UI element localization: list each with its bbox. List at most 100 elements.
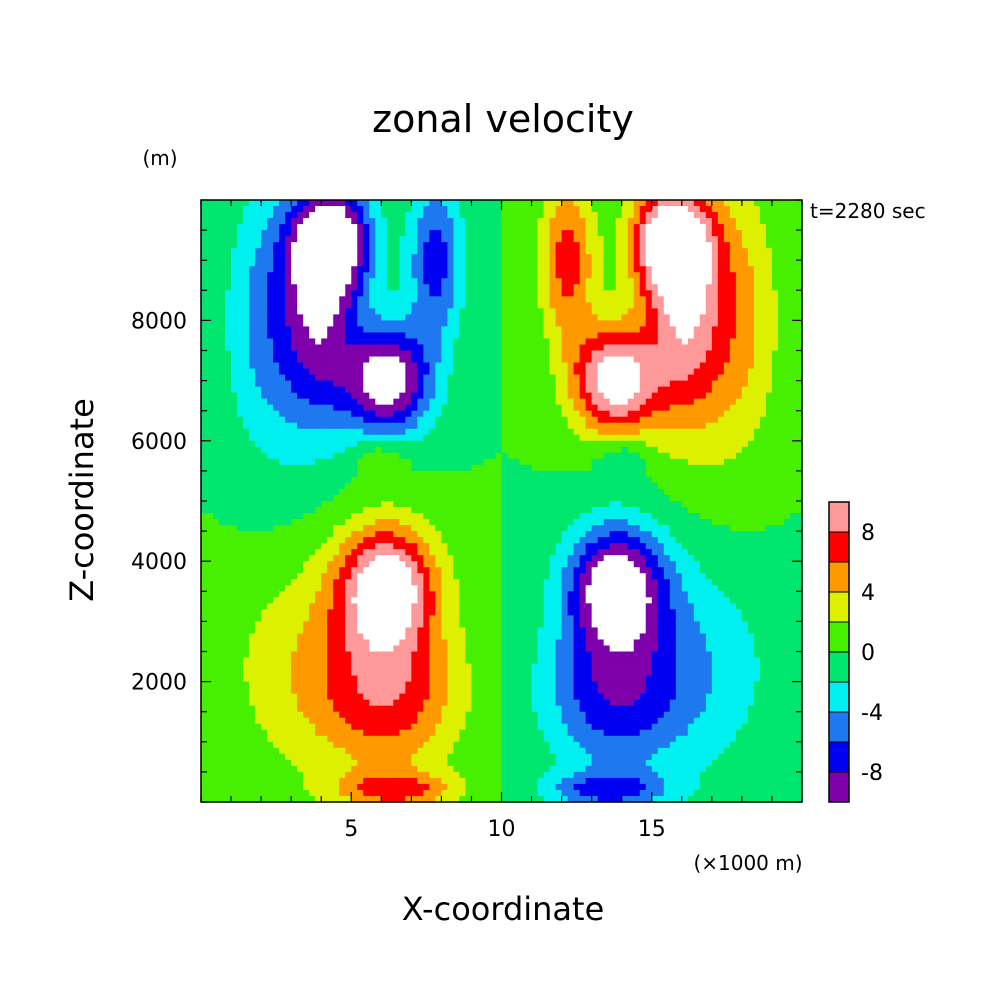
- contour-cell: [201, 398, 208, 406]
- contour-cell: [219, 374, 226, 382]
- contour-cell: [231, 314, 238, 321]
- contour-cell: [399, 236, 406, 243]
- contour-cell: [261, 206, 268, 213]
- contour-cell: [777, 272, 785, 279]
- contour-cell: [699, 254, 707, 261]
- contour-cell: [603, 476, 611, 484]
- contour-cell: [423, 464, 430, 472]
- contour-cell: [297, 338, 304, 346]
- contour-cell: [669, 374, 677, 382]
- contour-cell: [465, 350, 473, 358]
- contour-cell: [435, 494, 442, 502]
- contour-cell: [711, 206, 719, 213]
- contour-cell: [675, 368, 683, 376]
- contour-cell: [549, 452, 557, 460]
- contour-cell: [213, 398, 220, 406]
- contour-cell: [501, 428, 509, 436]
- contour-cell: [327, 278, 334, 285]
- contour-cell: [579, 416, 587, 424]
- contour-cell: [405, 332, 412, 340]
- contour-cell: [549, 350, 557, 358]
- contour-cell: [693, 254, 701, 261]
- contour-cell: [627, 326, 635, 334]
- contour-cell: [351, 422, 358, 430]
- contour-cell: [783, 284, 791, 291]
- contour-cell: [357, 302, 364, 309]
- contour-cell: [243, 362, 250, 370]
- contour-cell: [591, 488, 599, 496]
- contour-cell: [297, 230, 304, 237]
- contour-cell: [399, 374, 406, 382]
- contour-cell: [783, 374, 791, 382]
- contour-cell: [783, 200, 791, 207]
- contour-cell: [573, 380, 581, 388]
- contour-cell: [705, 242, 713, 249]
- contour-cell: [543, 458, 551, 466]
- contour-cell: [291, 464, 298, 472]
- contour-cell: [657, 254, 665, 261]
- contour-cell: [207, 308, 214, 315]
- contour-cell: [753, 200, 761, 207]
- contour-cell: [621, 428, 629, 436]
- contour-cell: [375, 236, 382, 243]
- contour-cell: [663, 476, 671, 484]
- contour-cell: [609, 224, 617, 231]
- contour-cell: [483, 386, 491, 394]
- contour-cell: [333, 284, 340, 291]
- contour-cell: [579, 218, 587, 225]
- contour-cell: [567, 278, 575, 285]
- contour-cell: [789, 344, 797, 352]
- contour-cell: [771, 296, 779, 303]
- contour-cell: [525, 380, 533, 388]
- contour-cell: [717, 236, 725, 243]
- contour-cell: [657, 410, 665, 418]
- contour-cell: [345, 218, 352, 225]
- contour-cell: [219, 368, 226, 376]
- contour-cell: [663, 332, 671, 340]
- contour-cell: [501, 206, 509, 213]
- contour-cell: [765, 458, 773, 466]
- contour-cell: [489, 320, 497, 328]
- contour-cell: [267, 248, 274, 255]
- contour-cell: [375, 428, 382, 436]
- contour-cell: [333, 236, 340, 243]
- contour-cell: [597, 344, 605, 352]
- contour-cell: [417, 296, 424, 303]
- contour-cell: [603, 302, 611, 309]
- contour-cell: [741, 338, 749, 346]
- contour-cell: [561, 392, 569, 400]
- contour-cell: [387, 380, 394, 388]
- contour-cell: [561, 314, 569, 321]
- contour-cell: [699, 404, 707, 412]
- contour-cell: [207, 302, 214, 309]
- contour-cell: [405, 218, 412, 225]
- contour-cell: [369, 458, 376, 466]
- contour-cell: [663, 350, 671, 358]
- contour-cell: [399, 308, 406, 315]
- contour-cell: [303, 422, 310, 430]
- contour-cell: [597, 332, 605, 340]
- contour-cell: [717, 302, 725, 309]
- contour-cell: [603, 410, 611, 418]
- contour-cell: [387, 434, 394, 442]
- contour-cell: [237, 416, 244, 424]
- contour-cell: [279, 422, 286, 430]
- contour-cell: [375, 206, 382, 213]
- contour-cell: [213, 458, 220, 466]
- contour-cell: [765, 434, 773, 442]
- contour-cell: [723, 350, 731, 358]
- contour-cell: [777, 488, 785, 496]
- contour-cell: [567, 398, 575, 406]
- contour-cell: [705, 440, 713, 448]
- contour-cell: [279, 290, 286, 297]
- contour-cell: [429, 302, 436, 309]
- contour-cell: [777, 260, 785, 267]
- contour-cell: [381, 308, 388, 315]
- contour-cell: [705, 476, 713, 484]
- contour-cell: [759, 494, 767, 502]
- contour-cell: [261, 434, 268, 442]
- contour-cell: [543, 494, 551, 502]
- contour-cell: [207, 410, 214, 418]
- contour-cell: [603, 380, 611, 388]
- contour-cell: [579, 236, 587, 243]
